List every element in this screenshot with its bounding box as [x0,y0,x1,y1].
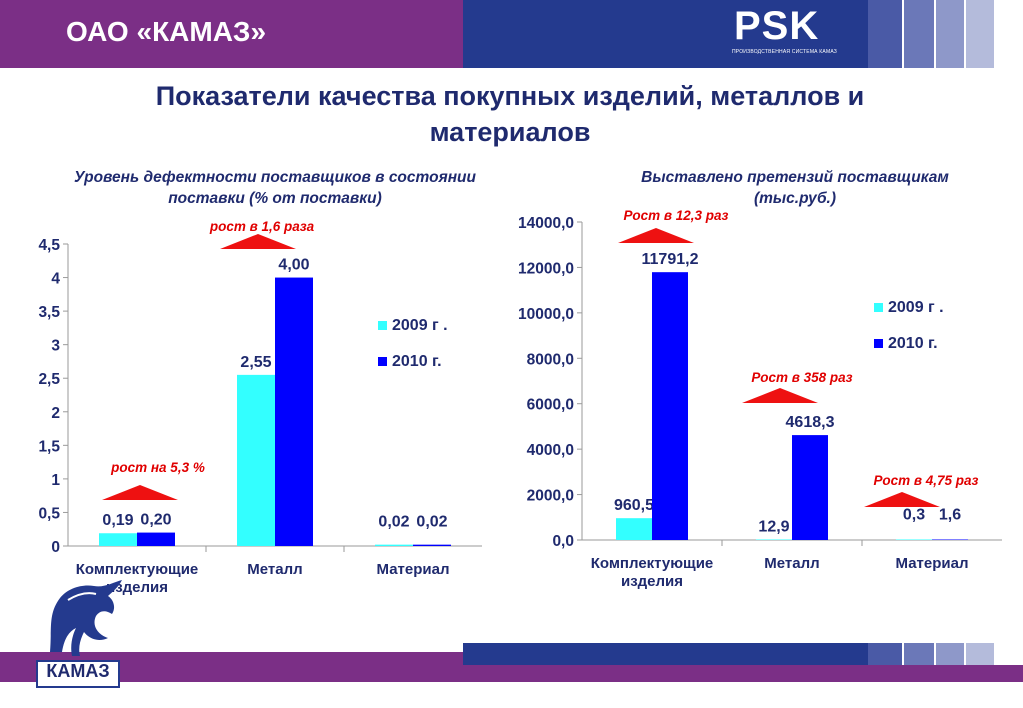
data-label: 0,20 [140,512,171,529]
y-tick-label: 10000,0 [518,306,574,323]
legend-swatch [874,339,883,348]
data-label: 0,02 [416,514,447,531]
data-label: 11791,2 [642,251,699,268]
growth-annotation: Рост в 4,75 раз [874,473,979,488]
y-tick-label: 4,5 [38,237,60,254]
data-label: 0,19 [102,512,133,529]
legend-swatch [378,357,387,366]
x-category-label: Материал [377,561,450,578]
bar-2009 [756,539,792,540]
kamaz-logo-text: КАМАЗ [46,661,110,681]
x-category-label: Комплектующие [76,561,199,578]
x-category-label: изделия [106,579,168,596]
y-tick-label: 8000,0 [527,351,574,368]
growth-arrow-icon [102,485,178,500]
legend-swatch [378,321,387,330]
legend-label: 2010 г. [392,353,442,370]
x-category-label: изделия [621,573,683,590]
growth-arrow-icon [864,492,940,507]
bar-2010 [275,277,313,546]
growth-arrow-icon [742,388,818,403]
data-label: 4618,3 [786,414,835,431]
horse-logo-icon [50,580,122,656]
footer-stripe [936,643,964,665]
y-tick-label: 2000,0 [527,488,574,505]
header-stripe [904,0,934,68]
growth-annotation: Рост в 358 раз [751,370,852,385]
footer-bar [463,643,868,665]
y-tick-label: 3 [51,338,60,355]
kamaz-logo-plate [36,660,120,688]
y-tick-label: 1,5 [38,438,60,455]
y-tick-label: 4 [51,271,60,288]
bar-2010 [413,544,451,546]
legend-label: 2010 г. [888,335,938,352]
growth-arrow-icon [618,228,694,243]
y-tick-label: 4000,0 [527,442,574,459]
y-tick-label: 12000,0 [518,260,574,277]
company-name: ОАО «КАМАЗ» [66,16,267,47]
growth-annotation: рост в 1,6 раза [209,219,315,234]
bar-2010 [652,272,688,540]
bar-2009 [237,374,275,546]
data-label: 2,55 [240,354,271,371]
data-label: 4,00 [278,257,309,274]
legend-swatch [874,303,883,312]
bar-2010 [137,532,175,546]
header-stripe [868,0,902,68]
y-tick-label: 2,5 [38,371,60,388]
footer-stripe [966,643,994,665]
header-band [0,0,463,68]
x-category-label: Комплектующие [591,555,714,572]
y-tick-label: 0 [51,539,60,556]
bar-2009 [896,539,932,540]
y-tick-label: 3,5 [38,304,60,321]
bar-2009 [616,518,652,540]
data-label: 960,5 [614,497,654,514]
footer-stripe [904,643,934,665]
growth-arrow-icon [220,234,296,249]
legend-label: 2009 г . [392,317,448,334]
claims-chart: 0,0 2000,0 4000,0 6000,0 8000,0 10000,0 12000,… [518,208,1002,590]
y-tick-label: 6000,0 [527,397,574,414]
bar-2010 [932,539,968,540]
header-stripe [966,0,994,68]
defect-rate-chart: 0 0,5 1 1,5 2 2,5 3 3,5 4 4,5 Комплектующиеизделия… [38,219,482,596]
chart-2-title: Выставлено претензий поставщикам (тыс.ру… [641,169,949,207]
data-label: 12,9 [758,519,789,536]
data-label: 0,02 [378,514,409,531]
bar-2009 [99,533,137,546]
bar-2009 [375,544,413,546]
psk-tagline: ПРОИЗВОДСТВЕННАЯ СИСТЕМА КАМАЗ [732,49,838,55]
growth-annotation: Рост в 12,3 раз [624,208,729,223]
x-category-label: Металл [247,561,302,578]
chart-1-title: Уровень дефектности поставщиков в состоя… [73,169,476,207]
y-tick-label: 1 [51,472,60,489]
y-tick-label: 14000,0 [518,215,574,232]
y-tick-label: 0,5 [38,505,60,522]
footer-line [463,665,1023,682]
y-tick-label: 0,0 [552,533,574,550]
header-stripe [936,0,964,68]
data-label: 0,3 [903,507,925,524]
x-category-label: Материал [896,555,969,572]
legend-label: 2009 г . [888,299,944,316]
y-tick-label: 2 [51,405,60,422]
bar-2010 [792,435,828,540]
psk-logo: PSK [734,4,820,48]
data-label: 1,6 [939,507,961,524]
x-category-label: Металл [764,555,819,572]
growth-annotation: рост на 5,3 % [110,460,205,475]
page-title: Показатели качества покупных изделий, ме… [155,81,865,147]
header-band-right [463,0,868,68]
footer-stripe [868,643,902,665]
